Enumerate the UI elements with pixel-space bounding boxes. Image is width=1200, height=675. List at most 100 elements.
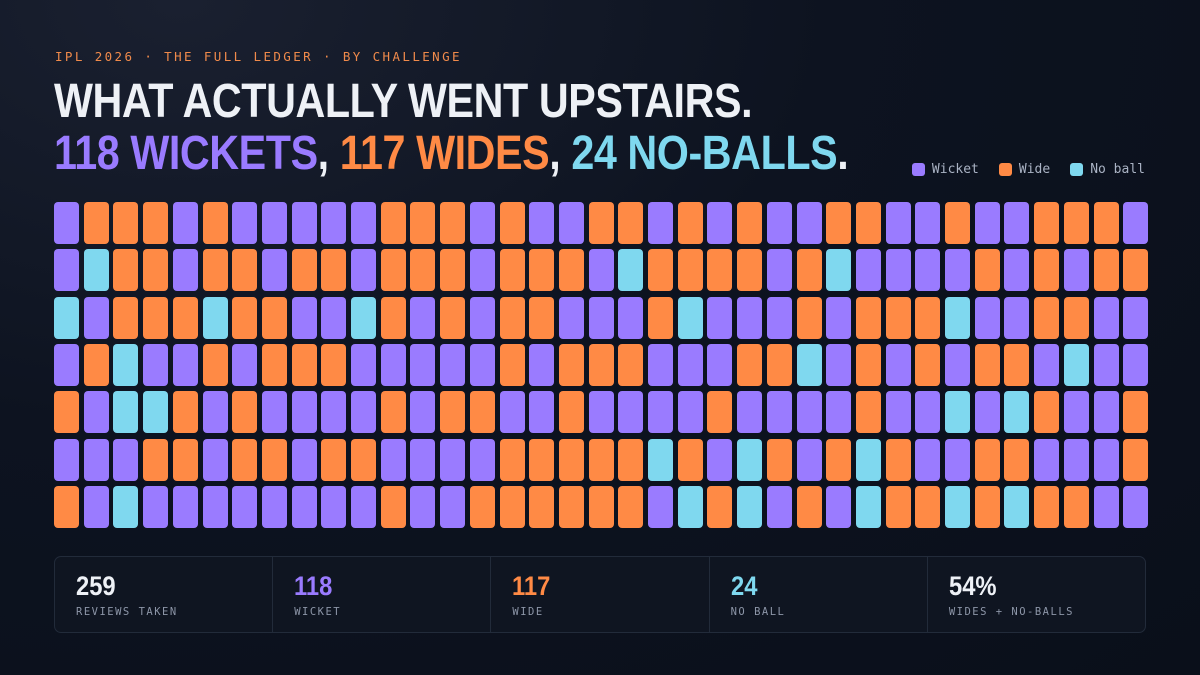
waffle-cell-wide [202, 249, 228, 292]
waffle-cell-wide [915, 485, 941, 528]
waffle-cell-wicket [469, 296, 495, 339]
waffle-cell-wicket [855, 249, 881, 292]
waffle-cell-wide [499, 438, 525, 481]
waffle-cell-wicket [648, 485, 673, 528]
waffle-cell-wicket [796, 391, 822, 434]
waffle-cell-wicket [172, 343, 198, 386]
headline-wickets: 118 WICKETS [54, 127, 318, 180]
waffle-cell-wide [588, 438, 614, 481]
waffle-cell-wicket [54, 249, 79, 292]
waffle-cell-wide [440, 296, 466, 339]
waffle-cell-wide [648, 296, 673, 339]
waffle-cell-wicket [588, 296, 614, 339]
waffle-cell-no-ball [945, 391, 970, 434]
stats-bar: 259 REVIEWS TAKEN 118 WICKET 117 WIDE 24… [54, 556, 1146, 633]
headline-separator-2: , [549, 127, 572, 180]
stat-label: WIDES + NO-BALLS [948, 606, 1074, 618]
waffle-cell-wicket [974, 202, 1000, 244]
waffle-cell-wide [469, 485, 495, 528]
stat-value: 24 [730, 571, 758, 601]
waffle-cell-wide [855, 391, 881, 434]
waffle-cell-wicket [172, 249, 198, 292]
waffle-cell-wide [499, 249, 525, 292]
waffle-cell-wide [380, 296, 406, 339]
legend-item-wide: Wide [998, 162, 1050, 177]
waffle-cell-wicket [885, 249, 911, 292]
waffle-cell-wide [558, 391, 584, 434]
waffle-cell-wide [588, 485, 614, 528]
waffle-cell-wide [1004, 343, 1030, 386]
waffle-cell-wicket [1093, 438, 1119, 481]
waffle-cell-wicket [1123, 485, 1149, 528]
waffle-cell-wide [974, 485, 1000, 528]
waffle-cell-wide [202, 202, 228, 244]
waffle-cell-wide [885, 485, 911, 528]
waffle-cell-no-ball [54, 296, 79, 339]
waffle-cell-wide [351, 438, 376, 481]
waffle-cell-wicket [291, 438, 317, 481]
waffle-cell-wide [855, 343, 881, 386]
headline: WHAT ACTUALLY WENT UPSTAIRS. 118 WICKETS… [54, 76, 849, 180]
waffle-cell-wicket [321, 485, 347, 528]
waffle-cell-wide [558, 438, 584, 481]
waffle-cell-wicket [261, 391, 287, 434]
waffle-cell-wicket [143, 343, 169, 386]
waffle-cell-wide [1123, 249, 1149, 292]
waffle-cell-wide [499, 485, 525, 528]
waffle-cell-no-ball [351, 296, 376, 339]
waffle-cell-wicket [291, 391, 317, 434]
waffle-cell-wide [945, 202, 970, 244]
waffle-cell-wicket [974, 391, 1000, 434]
stat-value: 117 [512, 571, 551, 601]
waffle-cell-wide [113, 249, 139, 292]
waffle-cell-wide [291, 249, 317, 292]
waffle-cell-wicket [410, 296, 436, 339]
waffle-cell-wicket [440, 485, 466, 528]
waffle-cell-wide [1034, 296, 1060, 339]
waffle-cell-wicket [172, 202, 198, 244]
waffle-cell-wicket [826, 485, 852, 528]
waffle-cell-wicket [1063, 391, 1089, 434]
stat-wide: 117 WIDE [491, 557, 710, 632]
waffle-cell-wicket [351, 391, 376, 434]
waffle-cell-wicket [321, 391, 347, 434]
waffle-cell-wide [558, 249, 584, 292]
waffle-cell-wicket [945, 438, 970, 481]
waffle-grid [54, 202, 1149, 529]
waffle-cell-wicket [469, 202, 495, 244]
waffle-cell-wicket [796, 202, 822, 244]
waffle-cell-wicket [766, 202, 792, 244]
waffle-cell-no-ball [1063, 343, 1089, 386]
waffle-cell-wicket [321, 296, 347, 339]
waffle-cell-wide [648, 249, 673, 292]
waffle-cell-wide [588, 202, 614, 244]
waffle-cell-wide [1123, 391, 1149, 434]
waffle-cell-wicket [707, 296, 733, 339]
waffle-cell-wide [172, 438, 198, 481]
waffle-cell-wide [172, 391, 198, 434]
waffle-cell-wicket [915, 249, 941, 292]
waffle-cell-no-ball [677, 296, 703, 339]
waffle-cell-wide [855, 202, 881, 244]
waffle-cell-wide [54, 485, 79, 528]
waffle-cell-wicket [1034, 343, 1060, 386]
waffle-cell-no-ball [648, 438, 673, 481]
waffle-cell-wicket [588, 249, 614, 292]
waffle-cell-wicket [677, 343, 703, 386]
waffle-cell-wicket [410, 391, 436, 434]
waffle-cell-wide [529, 296, 555, 339]
stat-value: 259 [76, 571, 116, 601]
waffle-cell-no-ball [737, 485, 763, 528]
waffle-cell-wide [885, 296, 911, 339]
waffle-cell-wide [321, 343, 347, 386]
waffle-cell-wide [261, 438, 287, 481]
waffle-cell-no-ball [737, 438, 763, 481]
waffle-cell-wide [261, 343, 287, 386]
waffle-cell-wicket [529, 202, 555, 244]
waffle-cell-wicket [54, 343, 79, 386]
waffle-cell-wide [974, 249, 1000, 292]
waffle-cell-wide [529, 438, 555, 481]
waffle-cell-wide [707, 249, 733, 292]
waffle-cell-wide [826, 438, 852, 481]
waffle-cell-wicket [766, 485, 792, 528]
